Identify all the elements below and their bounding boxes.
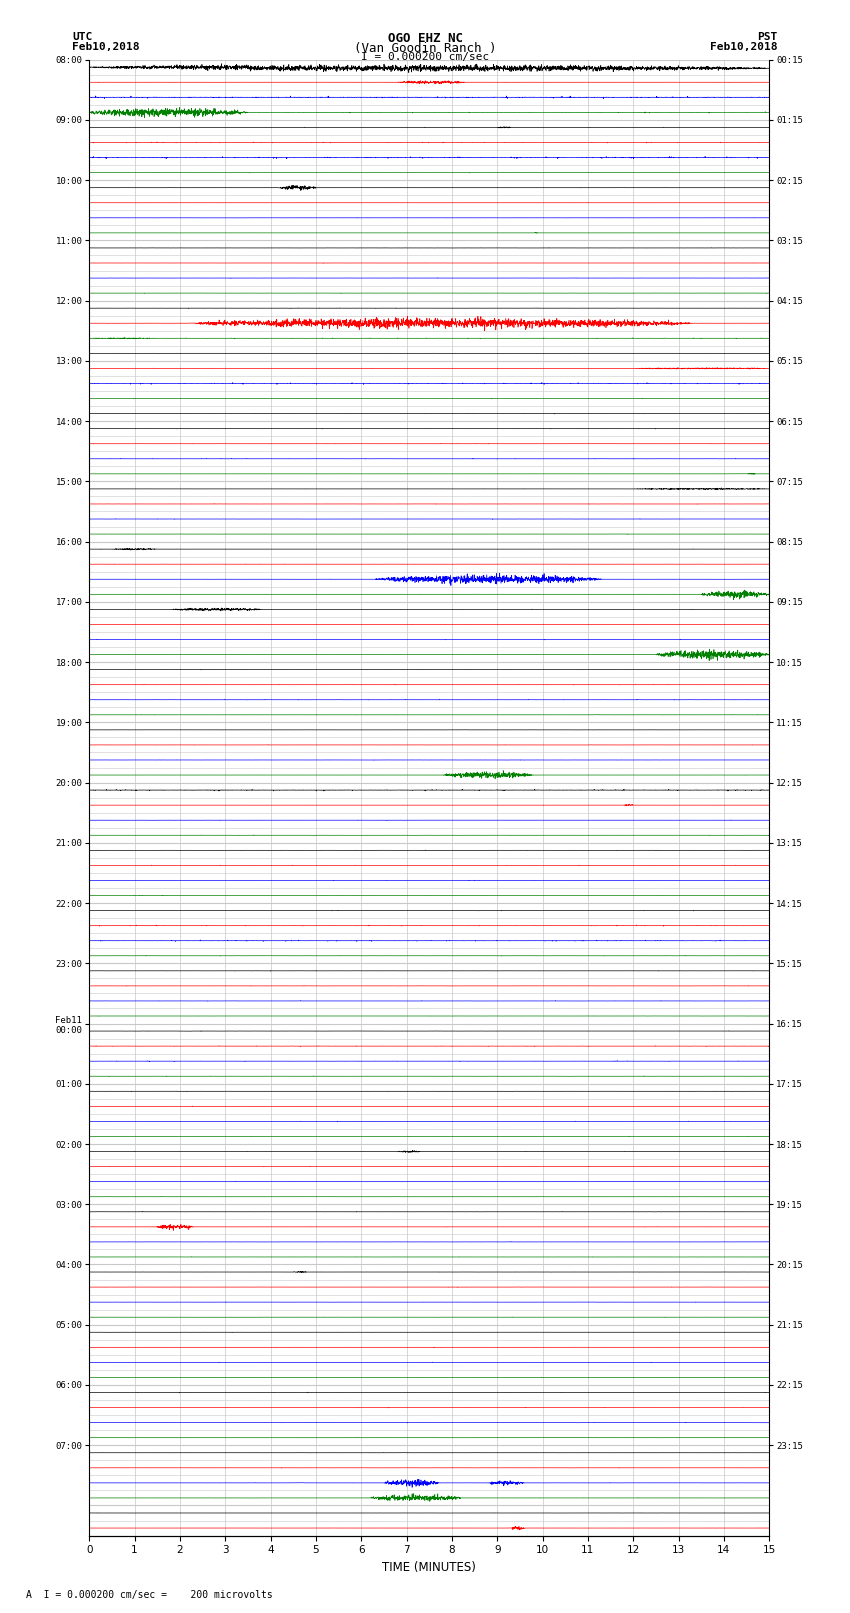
Text: Feb10,2018: Feb10,2018 — [72, 42, 139, 52]
X-axis label: TIME (MINUTES): TIME (MINUTES) — [382, 1561, 476, 1574]
Text: UTC: UTC — [72, 32, 93, 42]
Text: OGO EHZ NC: OGO EHZ NC — [388, 32, 462, 45]
Text: PST: PST — [757, 32, 778, 42]
Text: A  I = 0.000200 cm/sec =    200 microvolts: A I = 0.000200 cm/sec = 200 microvolts — [26, 1590, 272, 1600]
Text: I = 0.000200 cm/sec: I = 0.000200 cm/sec — [361, 52, 489, 61]
Text: (Van Goodin Ranch ): (Van Goodin Ranch ) — [354, 42, 496, 55]
Text: Feb10,2018: Feb10,2018 — [711, 42, 778, 52]
